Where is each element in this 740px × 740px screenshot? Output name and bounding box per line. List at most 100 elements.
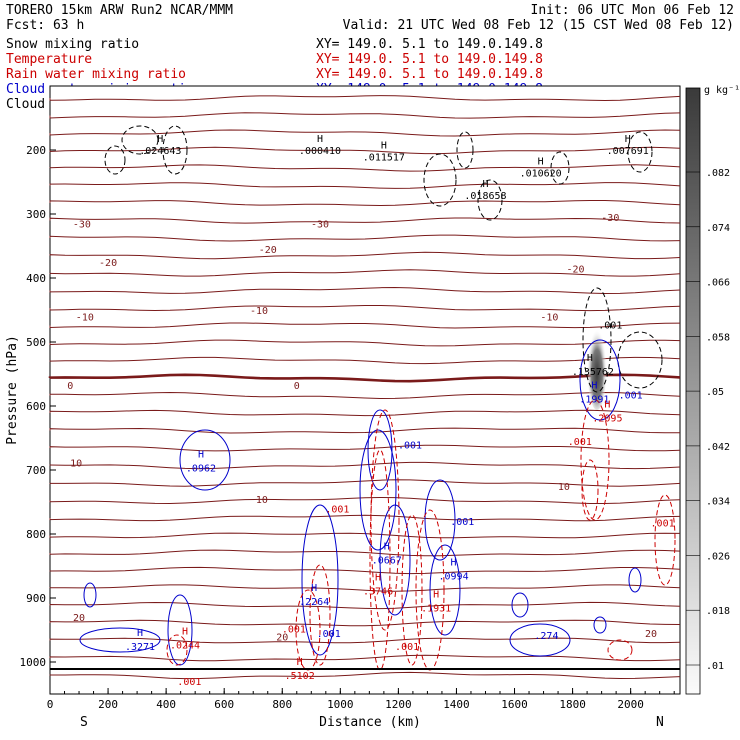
rain-contour (309, 564, 331, 666)
y-tick-label: 600 (26, 400, 46, 413)
cloud-water-max-marker: H (311, 583, 317, 594)
ice-max-value: .135762 (572, 367, 614, 378)
isotherm-line (49, 286, 681, 295)
isotherm-line (49, 444, 681, 452)
rain-label: .3746 (363, 586, 393, 597)
snow-contour (104, 145, 126, 175)
temperature-label: 10 (256, 495, 268, 506)
snow-contour (423, 153, 457, 207)
cloud-water-label: .3271 (125, 642, 155, 653)
cloud-water-label: .274 (534, 631, 558, 642)
isotherm-line (49, 95, 681, 102)
rain-max-marker: H (182, 627, 188, 638)
colorbar-tick-label: .066 (706, 278, 730, 289)
rain-max-marker: H (604, 400, 610, 411)
colorbar-unit: g kg⁻¹ (704, 85, 740, 96)
cloud-water-contour (301, 504, 339, 656)
cloud-water-contour (579, 339, 621, 421)
rain-contour (654, 494, 676, 586)
cloud-water-contour (509, 623, 571, 657)
ice-contour-label: .001 (598, 321, 622, 332)
snow-contour (582, 287, 612, 393)
cloud-water-contour (79, 627, 161, 653)
x-tick-label: 1000 (327, 698, 354, 711)
cloud-water-contour (511, 592, 529, 618)
snow-max-marker: H (157, 134, 163, 145)
rain-contour (607, 639, 633, 661)
y-axis-title: Pressure (hPa) (5, 335, 20, 445)
snow-contour (627, 131, 653, 173)
cloud-water-max-marker: H (198, 449, 204, 460)
cloud-water-contour (359, 429, 397, 551)
snow-contour (121, 125, 159, 155)
temperature-label: -20 (566, 264, 584, 275)
colorbar-tick-label: .082 (706, 168, 730, 179)
x-tick-label: 400 (156, 698, 176, 711)
rain-label: .2095 (592, 414, 622, 425)
isotherm-line (49, 251, 681, 260)
rain-label: .001 (177, 677, 201, 688)
isotherm-line (49, 356, 681, 365)
x-tick-label: 2000 (617, 698, 644, 711)
y-tick-label: 700 (26, 464, 46, 477)
snow-contour (456, 131, 474, 169)
snow-max-marker: H (317, 134, 323, 145)
axes: 0 200 400 600 800 1000 1200 1400 1600 1800 2000200… (20, 144, 675, 711)
isotherm-line (49, 269, 681, 277)
rain-contour (581, 459, 599, 521)
colorbar-tick-label: .05 (706, 387, 724, 398)
legend-xy: XY= 149.0. 5.1 to 149.0.149.8 (316, 37, 543, 52)
init-time: Init: 06 UTC Mon 06 Feb 12 (531, 3, 735, 18)
isotherm-line (49, 146, 681, 155)
rain-label: .001 (325, 504, 349, 515)
model-title: TORERO 15km ARW Run2 NCAR/MMM (6, 3, 233, 18)
isotherm-line (49, 305, 681, 312)
cloud-water-label: .1991 (579, 394, 609, 405)
isotherm-line (49, 584, 681, 592)
rain-label: .001 (282, 625, 306, 636)
cloud-water-label: .001 (317, 629, 341, 640)
ice-max-marker: H (587, 353, 593, 364)
cloud-water-contour (628, 567, 642, 593)
forecast-hour: Fcst: 63 h (6, 18, 84, 33)
y-tick-label: 300 (26, 208, 46, 221)
legend-entry: Rain water mixing ratio (6, 67, 186, 82)
snow-max-value: .010620 (520, 168, 562, 179)
temperature-label: 20 (276, 632, 288, 643)
x-axis-title: Distance (km) (319, 715, 421, 730)
isotherm-line (49, 479, 681, 487)
temperature-label: 0 (67, 381, 73, 392)
x-tick-label: 600 (214, 698, 234, 711)
temperature-label: -10 (540, 312, 558, 323)
contour-labels: -30 -30 -30 -20 -20 -20 -10 -10 -10 0 0 10 10 10 20 20 2… (67, 134, 674, 688)
temperature-label: -30 (311, 220, 329, 231)
north-label: N (656, 715, 664, 730)
temperature-label: -30 (601, 213, 619, 224)
rain-max-marker: H (375, 572, 381, 583)
x-tick-label: 1600 (501, 698, 528, 711)
colorbar-tick-label: .034 (706, 497, 730, 508)
isotherm-line (49, 496, 681, 505)
y-tick-label: 400 (26, 272, 46, 285)
cloud-water-label: .001 (450, 517, 474, 528)
temperature-label: -30 (73, 220, 91, 231)
temperature-label: -10 (250, 306, 268, 317)
snow-max-value: .011517 (363, 152, 405, 163)
isotherm-line (49, 566, 681, 575)
y-tick-label: 900 (26, 592, 46, 605)
temperature-isotherms (48, 95, 681, 680)
isotherm-line (49, 164, 681, 172)
isotherm-line (49, 532, 681, 539)
cloud-water-max-marker: H (451, 558, 457, 569)
snow-max-value: .007691 (607, 146, 649, 157)
legend-entry: Snow mixing ratio (6, 37, 139, 52)
temperature-label: 10 (558, 482, 570, 493)
y-tick-label: 200 (26, 144, 46, 157)
cloud-water-contour (367, 409, 393, 491)
legend-xy: XY= 149.0. 5.1 to 149.0.149.8 (316, 52, 543, 67)
isotherm-line (49, 200, 681, 207)
temperature-label: 20 (73, 613, 85, 624)
cloud-water-max-marker: H (384, 542, 390, 553)
isotherm-line (49, 409, 681, 417)
